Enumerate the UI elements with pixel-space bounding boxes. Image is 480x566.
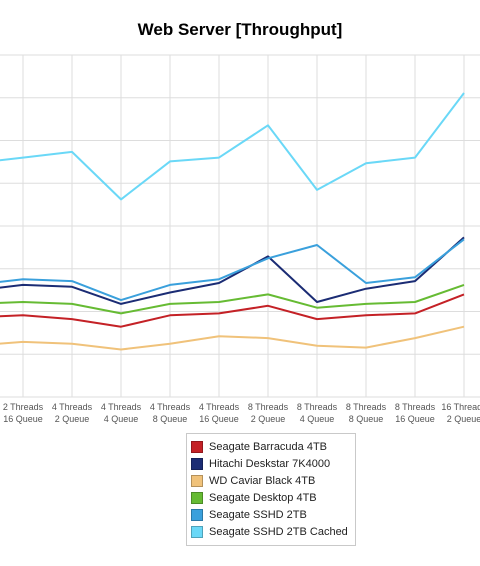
legend-item: Seagate SSHD 2TB Cached [191,523,355,540]
x-tick-label: 4 Threads 16 Queue [199,402,240,424]
series-line-6 [0,92,465,201]
x-tick-label: 8 Threads 16 Queue [395,402,436,424]
x-tick-label: 8 Threads 4 Queue [297,402,338,424]
legend-swatch [191,508,203,521]
chart-title: Web Server [Throughput] [137,20,343,39]
legend-item: Seagate Barracuda 4TB [191,438,355,455]
legend-swatch [191,440,203,453]
x-tick-label: 8 Threads 8 Queue [346,402,387,424]
x-tick-label: 4 Threads 4 Queue [101,402,142,424]
legend-label: Seagate Desktop 4TB [209,491,317,504]
chart-legend: Seagate Barracuda 4TB Hitachi Deskstar 7K… [186,433,356,546]
x-tick-label: 2 Threads 16 Queue [3,402,44,424]
series-line-3 [0,325,465,351]
legend-swatch [191,525,203,538]
legend-label: Hitachi Deskstar 7K4000 [209,457,331,470]
legend-item: Seagate Desktop 4TB [191,489,355,506]
series-line-2 [0,236,465,305]
legend-swatch [191,474,203,487]
x-tick-label: 4 Threads 8 Queue [150,402,191,424]
legend-swatch [191,457,203,470]
series-line-5 [0,238,465,302]
legend-item: WD Caviar Black 4TB [191,472,355,489]
legend-label: WD Caviar Black 4TB [209,474,316,487]
legend-label: Seagate SSHD 2TB [209,508,307,521]
series-line-4 [0,283,465,315]
series-line-1 [0,293,465,328]
legend-swatch [191,491,203,504]
legend-label: Seagate Barracuda 4TB [209,440,328,453]
x-tick-label: 8 Threads 2 Queue [248,402,289,424]
x-tick-label: 4 Threads 2 Queue [52,402,93,424]
legend-label: Seagate SSHD 2TB Cached [209,525,348,538]
legend-item: Seagate SSHD 2TB [191,506,355,523]
legend-item: Hitachi Deskstar 7K4000 [191,455,355,472]
